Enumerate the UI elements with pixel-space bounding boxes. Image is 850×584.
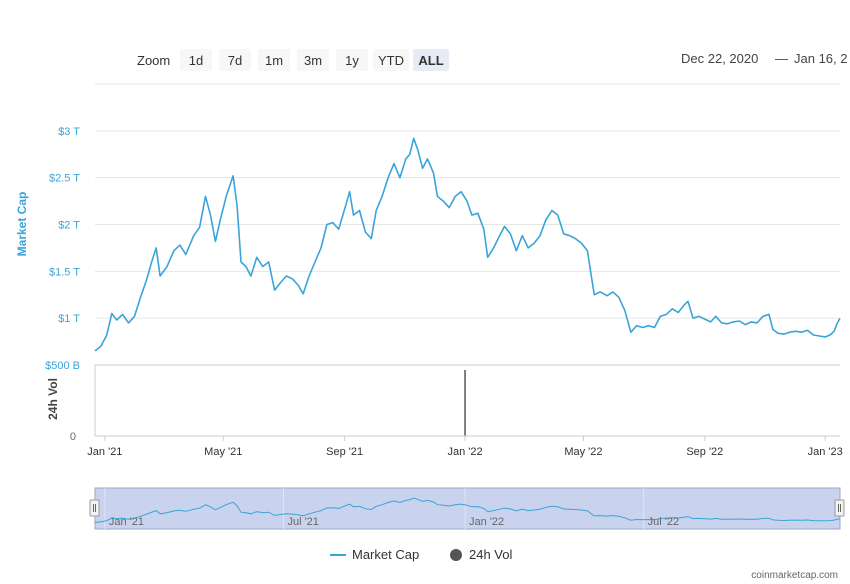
zoom-button-label: YTD (378, 53, 404, 68)
zoom-button-1y[interactable]: 1y (336, 49, 368, 71)
y-tick-label: $500 B (45, 360, 80, 372)
zoom-label: Zoom (137, 53, 170, 68)
volume-axis-title: 24h Vol (46, 378, 60, 420)
navigator-tick-label: Jul '22 (648, 516, 679, 528)
zoom-button-3m[interactable]: 3m (297, 49, 329, 71)
navigator-tick-label: Jul '21 (287, 516, 318, 528)
navigator[interactable]: Jan '21 Jul '21 Jan '22 Jul '22 (89, 487, 845, 530)
date-range: Dec 22, 2020 — Jan 16, 2 (681, 51, 848, 66)
x-tick-label: Jan '23 (808, 446, 843, 458)
zoom-button-label: 1y (345, 53, 359, 68)
volume-tick-label: 0 (70, 431, 76, 443)
x-tick-label: Jan '22 (447, 446, 482, 458)
x-tick-label: Sep '21 (326, 446, 363, 458)
legend-market-cap-label: Market Cap (352, 547, 419, 562)
navigator-selection[interactable] (94, 487, 841, 530)
x-tick-label: Jan '21 (87, 446, 122, 458)
legend-volume-label: 24h Vol (469, 547, 512, 562)
zoom-bar: Zoom 1d 7d 1m 3m 1y YTD ALL (137, 49, 449, 71)
market-cap-line[interactable] (94, 137, 841, 352)
zoom-button-ytd[interactable]: YTD (373, 49, 409, 71)
navigator-line (94, 497, 841, 523)
zoom-buttons: 1d 7d 1m 3m 1y YTD ALL (180, 49, 449, 71)
x-axis-ticks: Jan '21 May '21 Sep '21 Jan '22 May '22 Sep '… (87, 436, 843, 458)
y-tick-label: $1 T (58, 313, 80, 325)
navigator-left-handle[interactable] (89, 499, 100, 517)
volume-bar[interactable] (464, 370, 466, 436)
x-tick-label: May '22 (564, 446, 602, 458)
x-tick-label: May '21 (204, 446, 242, 458)
zoom-button-all[interactable]: ALL (413, 49, 449, 71)
zoom-button-label: 7d (228, 53, 242, 68)
volume-bars (464, 370, 466, 436)
y-tick-label: $2 T (58, 220, 80, 232)
zoom-button-1m[interactable]: 1m (258, 49, 290, 71)
zoom-button-7d[interactable]: 7d (219, 49, 251, 71)
volume-axis-ticks: 0 (70, 431, 76, 443)
range-separator: — (775, 51, 788, 66)
gridlines (95, 130, 840, 319)
y-axis-ticks: $500 B $1 T $1.5 T $2 T $2.5 T $3 T (45, 126, 80, 372)
x-tick-label: Sep '22 (686, 446, 723, 458)
legend: Market Cap 24h Vol (330, 547, 512, 562)
zoom-button-label: 1d (189, 53, 203, 68)
y-tick-label: $2.5 T (49, 173, 80, 185)
navigator-tick-label: Jan '22 (469, 516, 504, 528)
legend-item-market-cap[interactable]: Market Cap (330, 547, 419, 562)
zoom-button-label: 3m (304, 53, 322, 68)
navigator-right-handle[interactable] (834, 499, 845, 517)
navigator-gridlines (104, 488, 645, 529)
y-axis-title: Market Cap (15, 192, 29, 257)
legend-item-volume[interactable]: 24h Vol (450, 547, 512, 562)
navigator-tick-label: Jan '21 (109, 516, 144, 528)
range-to[interactable]: Jan 16, 2 (794, 51, 848, 66)
navigator-ticks: Jan '21 Jul '21 Jan '22 Jul '22 (109, 516, 679, 528)
range-from[interactable]: Dec 22, 2020 (681, 51, 758, 66)
y-tick-label: $3 T (58, 126, 80, 138)
legend-volume-swatch (450, 549, 462, 561)
zoom-button-label: 1m (265, 53, 283, 68)
zoom-button-label: ALL (418, 53, 443, 68)
credit-link[interactable]: coinmarketcap.com (751, 570, 838, 581)
y-tick-label: $1.5 T (49, 266, 80, 278)
zoom-button-1d[interactable]: 1d (180, 49, 212, 71)
